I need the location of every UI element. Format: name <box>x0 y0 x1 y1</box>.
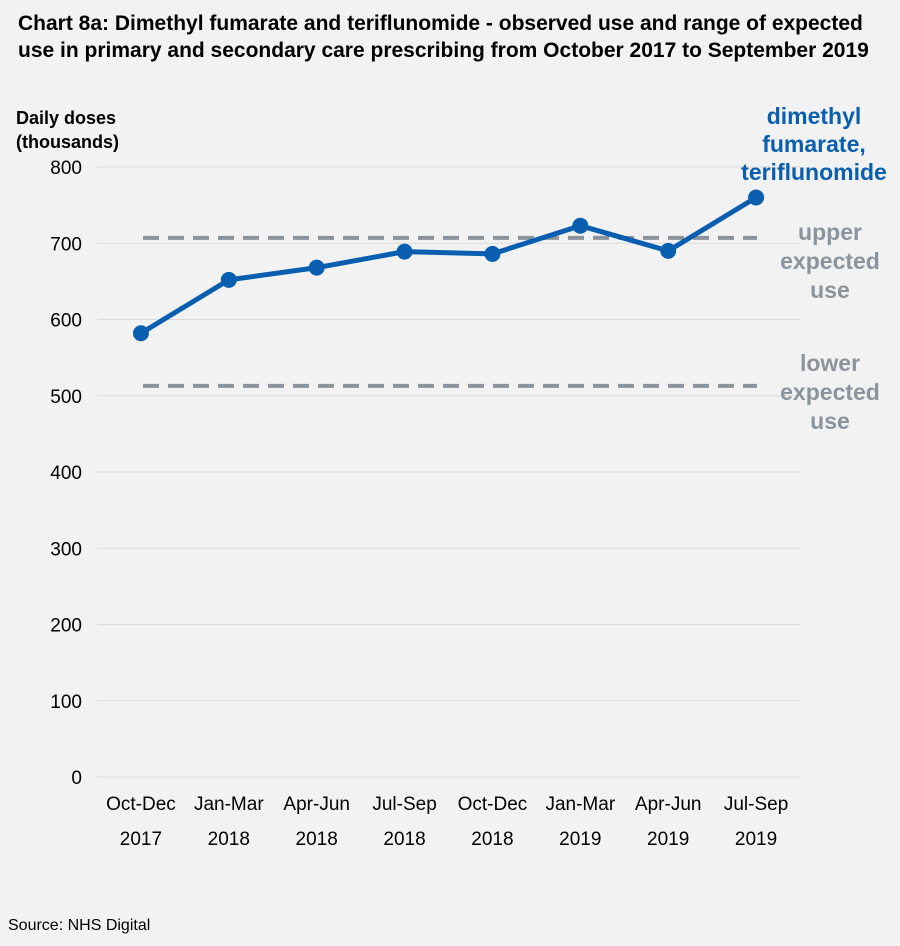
y-tick-label: 400 <box>50 463 82 484</box>
reference-label: expected <box>780 379 880 405</box>
chart-title: Chart 8a: Dimethyl fumarate and teriflun… <box>18 12 869 62</box>
series-line <box>139 195 758 336</box>
x-tick-label: Apr-Jun <box>283 794 350 815</box>
reference-label: lower <box>800 350 860 376</box>
reference-label: upper <box>798 219 862 245</box>
y-axis-label: Daily doses (thousands) <box>16 108 119 152</box>
y-tick-label: 300 <box>50 539 82 560</box>
y-tick-label: 800 <box>50 158 82 179</box>
data-point <box>572 217 589 234</box>
series-labels: upper expected use lower expected use dimethyl… <box>741 103 887 434</box>
x-tick-label: Oct-Dec <box>458 794 528 815</box>
x-tick-label: Oct-Dec <box>106 794 176 815</box>
x-tick-label: Jul-Sep <box>372 794 436 815</box>
reference-label: use <box>810 408 850 434</box>
x-tick-label: Apr-Jun <box>635 794 702 815</box>
data-point <box>484 245 501 262</box>
data-point <box>220 271 237 288</box>
data-point <box>660 242 677 259</box>
y-tick-label: 700 <box>50 234 82 255</box>
data-point <box>132 325 149 342</box>
y-tick-label: 500 <box>50 387 82 408</box>
x-tick-year: 2019 <box>735 829 777 850</box>
x-tick-year: 2019 <box>647 829 689 850</box>
x-tick-year: 2019 <box>559 829 601 850</box>
gridlines <box>97 166 800 778</box>
y-tick-label: 600 <box>50 311 82 332</box>
x-tick-year: 2018 <box>471 829 513 850</box>
x-tick-label: Jan-Mar <box>545 794 615 815</box>
series-group <box>132 189 765 342</box>
y-tick-label: 100 <box>50 692 82 713</box>
data-point <box>396 243 413 260</box>
x-tick-year: 2018 <box>208 829 250 850</box>
x-tick-label: Jul-Sep <box>724 794 788 815</box>
series-label: teriflunomide <box>741 159 887 185</box>
y-tick-label: 0 <box>71 768 82 789</box>
series-label: fumarate, <box>762 131 866 157</box>
x-axis-ticks: Oct-Dec 2017 Jan-Mar 2018 Apr-Jun 2018 Jul-Sep… <box>106 794 788 850</box>
x-tick-label: Jan-Mar <box>194 794 264 815</box>
reference-lines <box>143 235 757 388</box>
data-point <box>748 189 765 206</box>
x-tick-year: 2018 <box>296 829 338 850</box>
y-axis-ticks: 0 100 200 300 400 500 600 700 800 <box>50 158 82 789</box>
data-point <box>308 259 325 276</box>
x-tick-year: 2018 <box>383 829 425 850</box>
y-tick-label: 200 <box>50 616 82 637</box>
reference-label: expected <box>780 248 880 274</box>
x-tick-year: 2017 <box>120 829 162 850</box>
reference-label: use <box>810 277 850 303</box>
series-label: dimethyl <box>767 103 862 129</box>
source-note: Source: NHS Digital <box>8 917 151 934</box>
